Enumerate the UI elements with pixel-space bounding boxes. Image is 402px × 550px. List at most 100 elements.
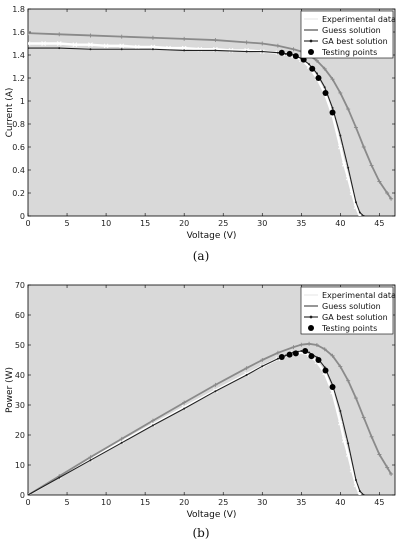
point-testing-points	[322, 89, 329, 96]
point-ga-best-solution	[28, 494, 29, 495]
chart-panel-1: 0 5 10 15 20 25 30 35 40 45 0 0.2 0.4 0.6 0.8 1 1.2 1.4 1.…	[5, 5, 396, 263]
point-ga-best-solution	[300, 350, 303, 352]
legend-swatch-testing-points	[308, 49, 314, 55]
point-guess-solution	[182, 36, 187, 41]
point-guess-solution	[150, 418, 155, 423]
y-tick-label: 50	[15, 341, 25, 350]
point-ga-best-solution	[354, 479, 357, 481]
legend-label-experimental-data: Experimental data	[322, 15, 396, 24]
point-guess-solution	[330, 77, 335, 82]
x-tick-label: 45	[374, 498, 384, 507]
x-tick-label: 15	[140, 498, 150, 507]
point-experimental-data	[337, 144, 343, 150]
point-testing-points	[302, 348, 309, 354]
point-guess-solution	[377, 179, 382, 184]
point-ga-best-solution	[245, 374, 248, 376]
point-experimental-data	[88, 42, 93, 48]
point-guess-solution	[346, 107, 351, 112]
y-tick-label: 0.8	[12, 120, 25, 129]
point-guess-solution	[338, 364, 343, 369]
point-experimental-data	[72, 42, 78, 48]
x-tick-label: 5	[64, 219, 69, 228]
point-ga-best-solution	[214, 390, 217, 393]
point-guess-solution	[260, 358, 265, 362]
point-guess-solution	[389, 196, 394, 201]
point-testing-points	[286, 351, 293, 358]
point-guess-solution	[260, 41, 265, 46]
point-experimental-data	[28, 41, 31, 46]
point-ga-best-solution	[120, 48, 123, 51]
point-experimental-data	[341, 438, 347, 443]
point-ga-best-solution	[331, 106, 334, 109]
point-guess-solution	[369, 434, 374, 439]
legend-swatch-testing-points	[308, 325, 314, 331]
point-guess-solution	[385, 191, 390, 195]
legend-label-testing-points: Testing points	[321, 324, 377, 333]
point-ga-best-solution	[261, 365, 264, 368]
y-tick-label: 0.2	[12, 189, 25, 198]
point-ga-best-solution	[354, 201, 357, 204]
x-tick-label: 25	[218, 498, 228, 507]
point-guess-solution	[361, 415, 366, 420]
point-guess-solution	[291, 345, 296, 350]
point-testing-points	[292, 350, 299, 357]
point-experimental-data	[103, 43, 109, 49]
point-guess-solution	[182, 400, 187, 405]
point-testing-points	[278, 49, 285, 56]
point-ga-best-solution	[120, 441, 123, 444]
x-tick-label: 20	[179, 498, 189, 507]
y-tick-label: 1.8	[12, 5, 25, 14]
point-ga-best-solution	[276, 357, 279, 360]
point-guess-solution	[244, 40, 249, 45]
x-tick-label: 20	[179, 219, 189, 228]
point-experimental-data	[134, 44, 140, 50]
point-testing-points	[329, 384, 336, 390]
legend-marker	[309, 39, 313, 43]
point-guess-solution	[322, 66, 327, 71]
point-guess-solution	[322, 347, 327, 352]
y-axis-label: Power (W)	[5, 367, 15, 413]
point-ga-best-solution	[183, 49, 186, 52]
point-ga-best-solution	[214, 49, 217, 52]
point-ga-best-solution	[308, 63, 311, 66]
point-guess-solution	[369, 163, 374, 168]
y-tick-label: 10	[15, 461, 25, 470]
point-ga-best-solution	[276, 51, 279, 54]
point-testing-points	[315, 357, 322, 363]
point-guess-solution	[314, 343, 319, 347]
point-ga-best-solution	[58, 476, 61, 479]
point-ga-best-solution	[261, 50, 264, 53]
x-tick-label: 40	[335, 219, 345, 228]
point-guess-solution	[353, 396, 358, 401]
point-guess-solution	[385, 465, 390, 470]
point-guess-solution	[57, 32, 62, 37]
point-guess-solution	[213, 38, 218, 43]
point-guess-solution	[213, 382, 218, 387]
point-ga-best-solution	[362, 215, 365, 216]
point-ga-best-solution	[347, 442, 350, 445]
point-guess-solution	[244, 366, 249, 371]
point-guess-solution	[275, 350, 280, 355]
x-axis-label: Voltage (V)	[187, 231, 237, 241]
point-guess-solution	[389, 472, 394, 476]
x-tick-label: 35	[296, 498, 306, 507]
series-line-experimental-data	[28, 42, 361, 216]
y-tick-label: 0	[20, 491, 25, 500]
point-guess-solution	[307, 341, 312, 346]
point-testing-points	[308, 353, 315, 360]
point-experimental-data	[181, 45, 187, 51]
point-guess-solution	[150, 35, 155, 40]
y-tick-label: 0.4	[12, 166, 25, 175]
legend-label-experimental-data: Experimental data	[322, 291, 396, 300]
point-guess-solution	[28, 31, 30, 36]
point-experimental-data	[337, 420, 343, 426]
x-tick-label: 40	[335, 498, 345, 507]
point-ga-best-solution	[183, 407, 186, 410]
point-ga-best-solution	[362, 494, 365, 495]
point-experimental-data	[228, 48, 234, 53]
point-guess-solution	[275, 43, 280, 48]
point-experimental-data	[357, 492, 363, 495]
legend-label-ga-best-solution: GA best solution	[322, 37, 388, 46]
series-line-guess-solution	[28, 342, 392, 495]
point-ga-best-solution	[89, 459, 92, 462]
